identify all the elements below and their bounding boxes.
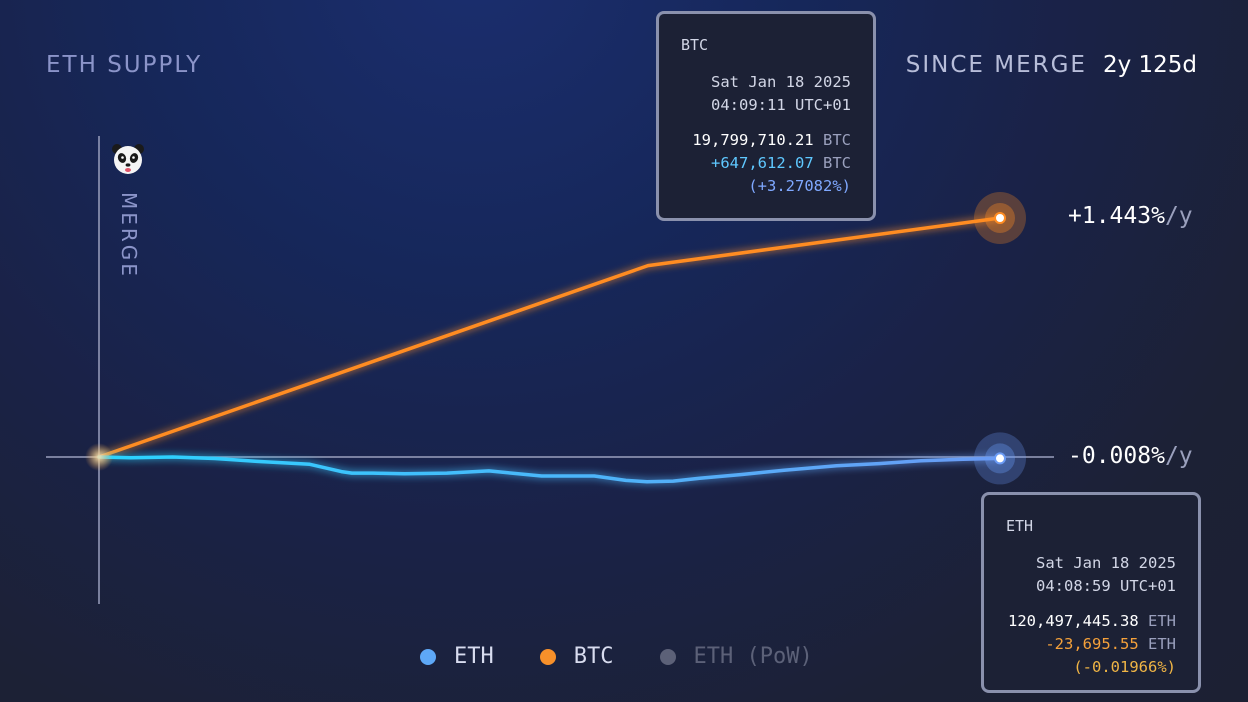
btc-rate: +1.443%/y [1068,203,1193,229]
btc-tooltip-title: BTC [681,36,709,54]
legend-item-eth-pow[interactable]: ETH (PoW) [659,644,813,669]
btc-rate-unit: /y [1164,203,1193,229]
since-merge-value: 2y 125d [1102,52,1197,78]
eth-tooltip-time: 04:08:59 UTC+01 [1036,577,1176,595]
legend-dot-eth [420,648,436,665]
series-layer [97,192,1026,485]
chart-title: ETH SUPPLY [46,52,203,78]
since-merge-label: SINCE MERGE [905,52,1087,78]
legend-dot-btc [539,648,556,665]
btc-tooltip-amount-unit: BTC [823,131,851,149]
btc-tooltip-amount-row: 19,799,710.21 BTC [681,129,851,152]
btc-tooltip: BTC Sat Jan 18 2025 04:09:11 UTC+01 19,7… [656,11,876,221]
btc-tooltip-time: 04:09:11 UTC+01 [711,96,851,114]
legend-item-btc[interactable]: BTC [539,644,614,669]
legend-label-eth-pow: ETH (PoW) [693,644,813,669]
eth-tooltip-amount-row: 120,497,445.38 ETH [1006,610,1176,633]
eth-rate-unit: /y [1164,443,1193,469]
legend-dot-eth-pow [659,648,676,665]
btc-rate-value: +1.443% [1068,203,1165,229]
eth-tooltip-change: -23,695.55 [1045,635,1139,653]
btc-endpoint-marker[interactable] [994,212,1006,224]
btc-tooltip-date: Sat Jan 18 2025 [711,73,851,91]
since-merge-readout: SINCE MERGE 2y 125d [906,52,1197,78]
eth-tooltip: ETH Sat Jan 18 2025 04:08:59 UTC+01 120,… [981,492,1201,693]
btc-tooltip-change-pct: (+3.27082%) [748,177,851,195]
eth-tooltip-change-unit: ETH [1148,635,1176,653]
eth-endpoint-marker[interactable] [994,452,1006,465]
chart-legend: ETH BTC ETH (PoW) [420,644,813,669]
eth-rate: -0.008%/y [1068,443,1193,469]
btc-tooltip-change-unit: BTC [823,154,851,172]
eth-tooltip-amount: 120,497,445.38 [1008,612,1139,630]
eth-tooltip-date: Sat Jan 18 2025 [1036,554,1176,572]
btc-tooltip-change: +647,612.07 [711,154,814,172]
origin-glow [85,443,113,471]
panda-icon [112,143,144,181]
legend-label-eth: ETH [454,644,494,669]
eth-tooltip-amount-unit: ETH [1148,612,1176,630]
legend-item-eth[interactable]: ETH [420,644,494,669]
eth-tooltip-change-pct: (-0.01966%) [1073,658,1176,676]
merge-label: MERGE [117,192,141,279]
eth-tooltip-title: ETH [1006,517,1034,535]
btc-series-line [97,216,1002,459]
btc-tooltip-amount: 19,799,710.21 [692,131,814,149]
btc-tooltip-change-row: +647,612.07 BTC [681,152,851,175]
eth-tooltip-change-row: -23,695.55 ETH [1006,633,1176,656]
legend-label-btc: BTC [573,644,614,669]
eth-series-line [97,455,1002,484]
eth-rate-value: -0.008% [1068,443,1165,469]
